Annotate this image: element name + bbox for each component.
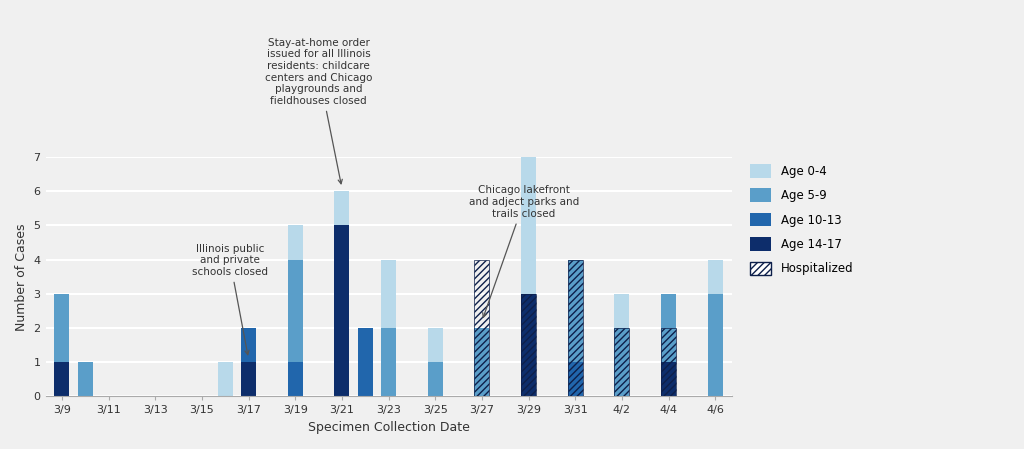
Bar [334,225,349,396]
Bar [660,294,676,362]
Bar [660,328,676,396]
Legend: Age 0-4, Age 5-9, Age 10-13, Age 14-17, Hospitalized: Age 0-4, Age 5-9, Age 10-13, Age 14-17, … [744,158,859,281]
Bar [334,191,349,225]
Bar [381,260,396,328]
Bar [54,294,70,362]
Bar [241,328,256,362]
Bar [288,225,303,260]
Bar [660,362,676,396]
Text: Chicago lakefront
and adject parks and
trails closed: Chicago lakefront and adject parks and t… [469,185,579,317]
Bar [567,260,583,396]
Bar [288,260,303,362]
Bar [241,362,256,396]
Bar [357,328,373,396]
Bar [381,328,396,396]
Bar [614,328,630,396]
Y-axis label: Number of Cases: Number of Cases [15,223,28,330]
Bar [78,362,93,396]
Bar [428,328,442,362]
Bar [708,260,723,294]
Bar [428,362,442,396]
Text: Stay-at-home order
issued for all Illinois
residents: childcare
centers and Chic: Stay-at-home order issued for all Illino… [265,38,373,184]
Bar [474,260,489,396]
Bar [708,294,723,396]
Bar [567,260,583,362]
Bar [521,294,537,396]
Bar [288,362,303,396]
Bar [567,362,583,396]
Bar [614,328,630,396]
Bar [474,328,489,396]
Bar [614,294,630,328]
Bar [54,362,70,396]
X-axis label: Specimen Collection Date: Specimen Collection Date [307,421,469,434]
Bar [521,89,537,294]
Bar [218,362,232,396]
Text: Illinois public
and private
schools closed: Illinois public and private schools clos… [191,243,268,355]
Bar [521,294,537,396]
